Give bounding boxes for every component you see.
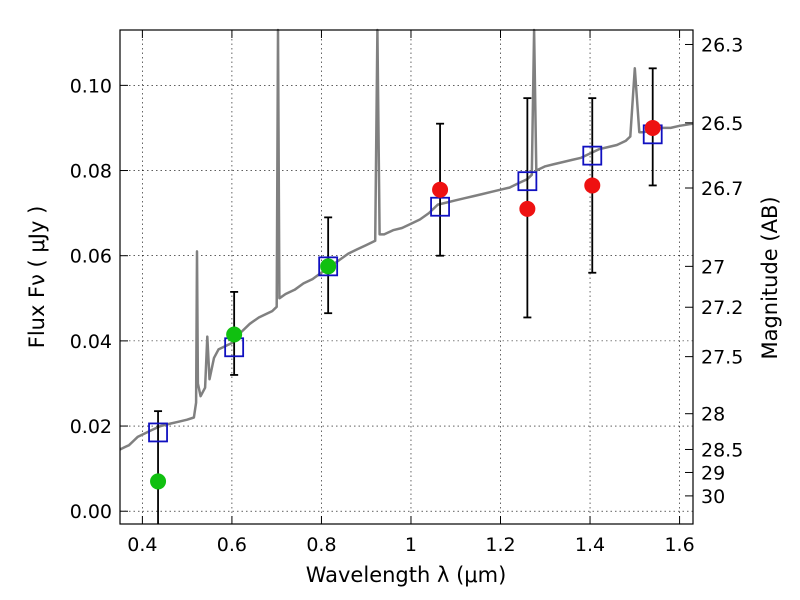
- x-tick-label: 0.4: [127, 534, 157, 556]
- magnitude-tick-label: 27.5: [701, 347, 743, 369]
- y-tick-label: 0.10: [70, 75, 112, 97]
- x-tick-label: 1.2: [485, 534, 515, 556]
- red-data-point: [644, 119, 661, 136]
- magnitude-tick-label: 30: [701, 486, 725, 508]
- magnitude-tick-label: 26.7: [701, 178, 743, 200]
- magnitude-tick-label: 28: [701, 404, 725, 426]
- red-data-point: [432, 181, 449, 198]
- y-tick-label: 0.02: [70, 416, 112, 438]
- model-box-marker: [582, 145, 603, 166]
- green-data-point: [226, 326, 243, 343]
- green-data-point: [320, 258, 337, 275]
- y-tick-label: 0.04: [70, 331, 112, 353]
- magnitude-tick-label: 29: [701, 462, 725, 484]
- x-tick-label: 0.6: [217, 534, 247, 556]
- green-data-point: [150, 473, 167, 490]
- y-tick-label: 0.06: [70, 246, 112, 268]
- magnitude-tick-label: 26.3: [701, 34, 743, 56]
- x-tick-label: 0.8: [306, 534, 336, 556]
- model-box-marker: [148, 422, 168, 443]
- red-data-point: [584, 177, 601, 194]
- plot-background: [120, 30, 693, 524]
- magnitude-tick-label: 26.5: [701, 113, 743, 135]
- model-box-marker: [430, 196, 450, 217]
- y2-axis-label: Magnitude (AB): [758, 196, 782, 359]
- observed-point-group: [150, 119, 661, 490]
- x-tick-label: 1: [405, 534, 417, 556]
- x-tick-label: 1.4: [575, 534, 605, 556]
- grid: [120, 30, 693, 524]
- model-box-marker: [318, 256, 339, 277]
- ticks: 0.4 0.6 0.8 1 1.2 1.4 1.6 0.00 0.02 0.04 0.06 0.08 0…: [70, 30, 743, 556]
- magnitude-tick-label: 27.2: [701, 297, 743, 319]
- plot-frame: [119, 29, 694, 525]
- x-tick-label: 1.6: [664, 534, 694, 556]
- magnitude-tick-label: 27: [701, 256, 725, 278]
- red-data-point: [519, 200, 536, 217]
- y-axis-label: Flux Fν ( μJy ): [25, 206, 49, 349]
- model-box-marker: [517, 171, 538, 192]
- magnitude-tick-label: 28.5: [701, 439, 743, 461]
- y-tick-label: 0.00: [70, 501, 112, 523]
- x-axis-label: Wavelength λ (μm): [306, 563, 507, 587]
- y-tick-label: 0.08: [70, 161, 112, 183]
